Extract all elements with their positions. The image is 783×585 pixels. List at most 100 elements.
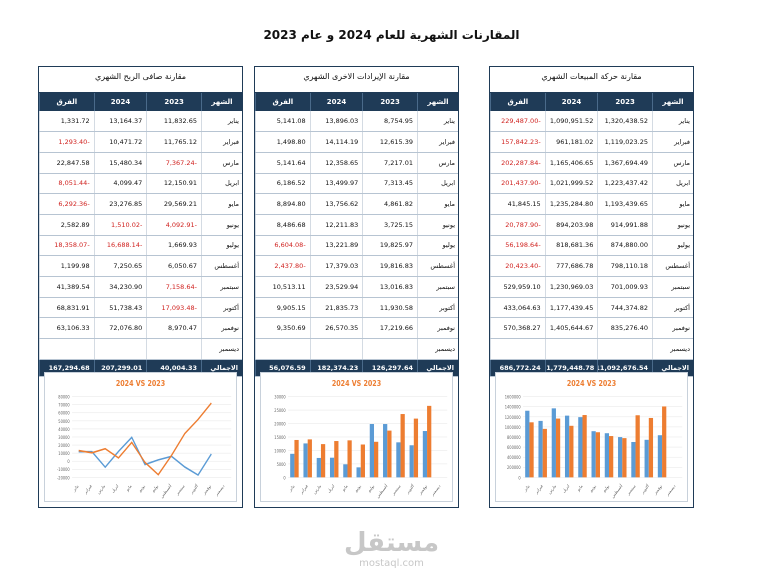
x-tick-label: سبتمبر bbox=[390, 483, 401, 497]
value-2024-cell: 13,756.62 bbox=[309, 193, 363, 215]
bar-2023 bbox=[564, 415, 570, 478]
diff-cell bbox=[490, 338, 546, 360]
value-2023-cell: -7,367.24 bbox=[146, 152, 202, 174]
y-tick-label: 1200000 bbox=[505, 414, 521, 419]
value-2024-cell: 13,499.97 bbox=[309, 173, 363, 195]
watermark-arabic: مستقل bbox=[343, 528, 440, 558]
header-2024: 2024 bbox=[544, 93, 598, 111]
month-cell: مايو bbox=[417, 193, 458, 215]
month-cell: مارس bbox=[652, 152, 693, 174]
month-cell: نوفمبر bbox=[652, 317, 693, 340]
diff-cell: 2,582.89 bbox=[39, 214, 95, 236]
other-revenue-bar-chart: 2024 VS 2023 30000 25000 20000 15000 10000 500… bbox=[260, 372, 453, 502]
y-tick-label: 0 bbox=[518, 475, 521, 480]
y-tick-label: 1600000 bbox=[505, 394, 521, 399]
table-row: مارس 7,217.01 12,358.65 5,141.64 bbox=[255, 152, 458, 174]
diff-cell: 5,141.64 bbox=[255, 152, 311, 174]
x-tick-label: فبراير bbox=[534, 483, 544, 495]
bar-2023 bbox=[578, 417, 583, 478]
value-2023-cell: 4,861.82 bbox=[362, 193, 418, 215]
diff-cell: -20,423.40 bbox=[490, 255, 546, 277]
table-row: يوليو 1,669.93 -16,688.14 -18,358.07 bbox=[39, 235, 242, 257]
bar-2023 bbox=[343, 464, 348, 478]
x-tick-label: مايو bbox=[575, 483, 583, 493]
value-2024-cell: 14,114.19 bbox=[309, 131, 363, 153]
value-2023-cell: 1,193,439.65 bbox=[597, 193, 653, 215]
month-cell: نوفمبر bbox=[417, 317, 458, 340]
diff-cell: -229,487.00 bbox=[490, 111, 546, 133]
month-cell: يوليو bbox=[201, 235, 242, 257]
x-tick-label: ديسمبر bbox=[665, 483, 677, 497]
sales-comparison-panel: مقارنة حركة المبيعات الشهري الشهر 2023 2… bbox=[489, 66, 694, 508]
x-tick-label: مايو bbox=[124, 483, 132, 493]
value-2024-cell bbox=[544, 338, 598, 360]
table-row: أكتوبر 11,930.58 21,835.73 9,905.15 bbox=[255, 297, 458, 319]
value-2024-cell: 72,076.80 bbox=[93, 317, 147, 340]
x-tick-label: أغسطس bbox=[610, 483, 623, 499]
value-2024-cell: 15,480.34 bbox=[93, 152, 147, 174]
table-row: سبتمبر 13,016.83 23,529.94 10,513.11 bbox=[255, 276, 458, 298]
value-2023-cell: 744,374.82 bbox=[597, 297, 653, 319]
diff-cell: 22,847.58 bbox=[39, 152, 95, 174]
value-2023-cell: 1,669.93 bbox=[146, 235, 202, 257]
diff-cell: -201,437.90 bbox=[490, 173, 546, 195]
month-cell: أغسطس bbox=[417, 255, 458, 277]
header-2023: 2023 bbox=[146, 93, 202, 111]
y-tick-label: -10000 bbox=[57, 467, 70, 472]
month-cell: سبتمبر bbox=[652, 276, 693, 298]
bar-2023 bbox=[396, 442, 401, 478]
value-2024-cell: 1,230,969.03 bbox=[544, 276, 598, 298]
y-tick-label: 800000 bbox=[507, 435, 521, 440]
diff-cell: 8,486.68 bbox=[255, 214, 311, 236]
diff-cell bbox=[255, 338, 311, 360]
panel-caption: مقارنة صافى الربح الشهري bbox=[39, 67, 242, 93]
month-cell: يوليو bbox=[417, 235, 458, 257]
diff-cell: 1,498.80 bbox=[255, 131, 311, 153]
table-row: مارس 1,367,694.49 1,165,406.65 -202,287.84 bbox=[490, 152, 693, 174]
value-2024-cell: 894,203.98 bbox=[544, 214, 598, 236]
y-tick-label: 600000 bbox=[507, 445, 521, 450]
value-2023-cell: 7,313.45 bbox=[362, 173, 418, 195]
x-tick-label: فبراير bbox=[299, 483, 309, 495]
bar-2024 bbox=[307, 439, 312, 478]
bar-2024 bbox=[529, 422, 534, 478]
x-tick-label: يناير bbox=[71, 483, 79, 493]
diff-cell: -2,437.80 bbox=[255, 255, 311, 277]
diff-cell: -202,287.84 bbox=[490, 152, 546, 174]
value-2023-cell: 6,050.67 bbox=[146, 255, 202, 277]
value-2023-cell: 914,991.88 bbox=[597, 214, 653, 236]
value-2024-cell: 1,405,644.67 bbox=[544, 317, 598, 340]
value-2023-cell: -17,093.48 bbox=[146, 297, 202, 319]
bar-2024 bbox=[582, 415, 587, 478]
value-2023-cell: 7,217.01 bbox=[362, 152, 418, 174]
x-tick-label: سبتمبر bbox=[625, 483, 636, 497]
bar-2023 bbox=[409, 445, 414, 478]
value-2024-cell bbox=[93, 338, 147, 360]
diff-cell: -6,292.36 bbox=[39, 193, 95, 215]
y-tick-label: 0 bbox=[283, 475, 286, 480]
value-2024-cell: 26,570.35 bbox=[309, 317, 363, 340]
y-tick-label: 10000 bbox=[58, 451, 70, 456]
value-2023-cell: -7,158.64 bbox=[146, 276, 202, 298]
value-2024-cell: 4,099.47 bbox=[93, 173, 147, 195]
bar-2023 bbox=[422, 431, 428, 478]
diff-cell: -20,787.90 bbox=[490, 214, 546, 236]
x-tick-label: سبتمبر bbox=[174, 483, 185, 497]
other-revenue-table: الشهر 2023 2024 الفرق يناير 8,754.95 13,89… bbox=[255, 93, 458, 377]
month-cell: يناير bbox=[201, 111, 242, 133]
x-tick-label: أكتوبر bbox=[189, 483, 199, 495]
table-row: يناير 1,320,438.52 1,090,951.52 -229,487.00 bbox=[490, 111, 693, 133]
y-tick-label: 80000 bbox=[58, 394, 70, 399]
diff-cell: 6,186.52 bbox=[255, 173, 311, 195]
table-row: ابريل 12,150.91 4,099.47 -8,051.44 bbox=[39, 173, 242, 195]
value-2023-cell bbox=[362, 338, 418, 360]
month-cell: مارس bbox=[417, 152, 458, 174]
bar-2023 bbox=[303, 443, 308, 478]
bar-2023 bbox=[631, 441, 636, 478]
month-cell: ديسمبر bbox=[417, 338, 458, 360]
header-diff: الفرق bbox=[39, 93, 95, 111]
x-tick-label: مارس bbox=[547, 483, 557, 495]
x-tick-label: يونيو bbox=[137, 483, 146, 494]
month-cell: مارس bbox=[201, 152, 242, 174]
sales-bar-chart: 2024 VS 2023 1600000 1400000 1200000 1000000… bbox=[495, 372, 688, 502]
